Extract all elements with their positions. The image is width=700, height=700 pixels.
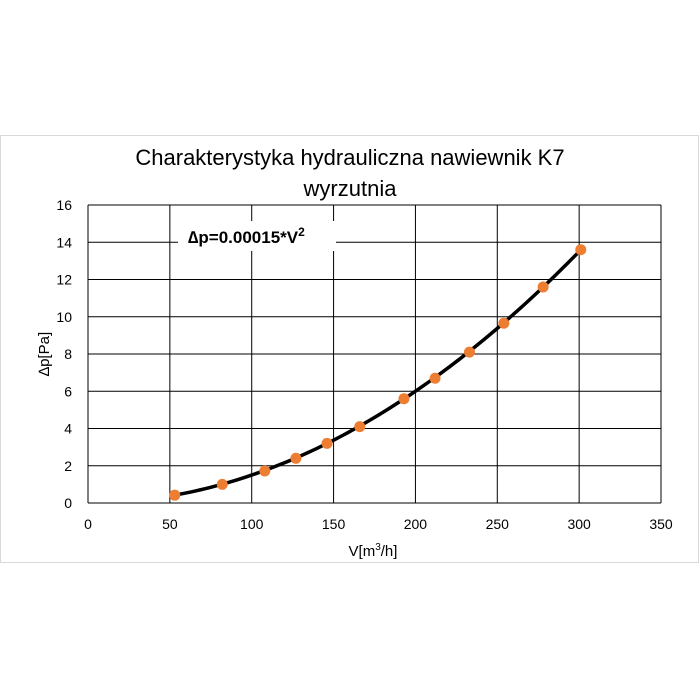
- fit-equation-annotation: ∆p=0.00015*V2: [188, 225, 305, 247]
- data-point: [354, 421, 366, 433]
- x-tick-label: 0: [84, 516, 92, 532]
- annotation-background: [178, 221, 336, 251]
- data-point: [321, 437, 333, 449]
- x-tick-label: 300: [567, 516, 591, 532]
- x-tick-label: 150: [322, 516, 346, 532]
- x-tick-label: 50: [162, 516, 178, 532]
- y-tick-labels: 0 2 4 6 8 10 12 14 16: [56, 197, 72, 511]
- data-points: [169, 244, 587, 501]
- y-tick-label: 0: [64, 495, 72, 511]
- chart-title-line2: wyrzutnia: [303, 176, 398, 201]
- fit-equation-main: ∆p=0.00015*V: [188, 228, 299, 247]
- x-tick-label: 100: [240, 516, 264, 532]
- x-tick-label: 250: [486, 516, 510, 532]
- data-point: [575, 244, 587, 256]
- data-point: [429, 372, 441, 384]
- y-tick-label: 6: [64, 383, 72, 399]
- x-tick-label: 200: [404, 516, 428, 532]
- chart-title-line1: Charakterystyka hydrauliczna nawiewnik K…: [135, 145, 564, 170]
- y-tick-label: 10: [56, 309, 72, 325]
- data-point: [537, 281, 549, 293]
- data-point: [216, 478, 228, 490]
- data-point: [398, 393, 410, 405]
- data-point: [290, 452, 302, 464]
- y-tick-label: 2: [64, 458, 72, 474]
- y-tick-label: 16: [56, 197, 72, 213]
- chart-area: [0, 135, 699, 563]
- y-tick-label: 14: [56, 234, 72, 250]
- y-tick-label: 4: [64, 421, 72, 437]
- x-tick-labels: 0 50 100 150 200 250 300 350: [84, 516, 673, 532]
- data-point: [259, 465, 271, 477]
- grid: [87, 204, 662, 504]
- x-axis-label-tail: /h]: [381, 543, 398, 560]
- data-point: [169, 489, 181, 501]
- y-tick-label: 8: [64, 346, 72, 362]
- x-tick-label: 350: [649, 516, 673, 532]
- x-axis-label-main: V[m: [349, 543, 376, 560]
- x-axis-label: V[m3/h]: [349, 542, 398, 560]
- data-point: [498, 317, 510, 329]
- x-axis-label-sup: 3: [375, 542, 381, 553]
- fit-equation-exponent: 2: [298, 225, 305, 239]
- y-tick-label: 12: [56, 272, 72, 288]
- data-point: [463, 346, 475, 358]
- fit-curve: [174, 248, 583, 497]
- y-axis-label: ∆p[Pa]: [36, 332, 53, 376]
